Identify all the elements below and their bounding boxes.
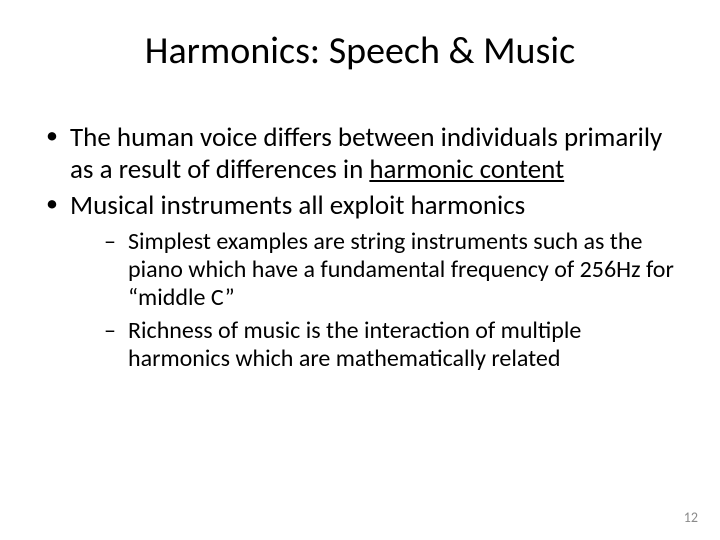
bullet-text-underlined: harmonic content xyxy=(369,153,564,186)
sub-bullet-item: Richness of music is the interaction of … xyxy=(70,317,680,374)
sub-bullet-item: Simplest examples are string instruments… xyxy=(70,228,680,313)
slide-title: Harmonics: Speech & Music xyxy=(40,28,680,74)
bullet-text: Musical instruments all exploit harmonic… xyxy=(70,189,525,222)
bullet-text-pre: The human voice differs between individu… xyxy=(70,121,662,186)
bullet-item: Musical instruments all exploit harmonic… xyxy=(40,190,680,373)
bullet-item: The human voice differs between individu… xyxy=(40,122,680,186)
bullet-list: The human voice differs between individu… xyxy=(40,122,680,373)
page-number: 12 xyxy=(684,509,698,526)
sub-bullet-list: Simplest examples are string instruments… xyxy=(70,228,680,374)
